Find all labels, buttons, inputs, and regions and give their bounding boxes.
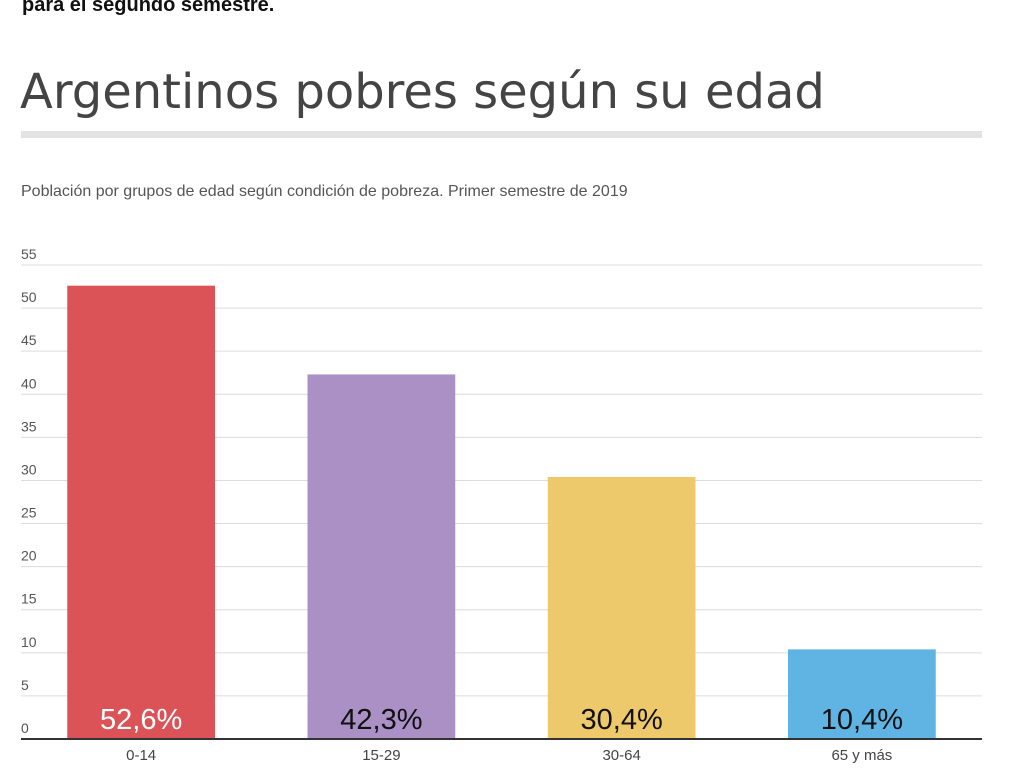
y-tick-label: 40 [21, 375, 37, 391]
data-label: 30,4% [581, 704, 663, 736]
chart-subtitle: Población por grupos de edad según condi… [21, 183, 628, 200]
y-tick-label: 5 [21, 677, 29, 693]
data-label: 52,6% [100, 704, 182, 736]
y-tick-label: 30 [21, 461, 37, 477]
bar-65 y más [787, 649, 936, 739]
data-label: 10,4% [821, 704, 903, 736]
y-tick-label: 0 [21, 720, 29, 736]
x-tick-label: 30-64 [602, 747, 640, 764]
bar-0-14 [67, 285, 216, 739]
title-divider [21, 131, 982, 138]
y-tick-label: 45 [21, 332, 37, 348]
chart-title: Argentinos pobres según su edad [20, 64, 825, 120]
bar-15-29 [307, 374, 456, 739]
data-label: 42,3% [340, 704, 422, 736]
top-caption: para el segundo semestre. [22, 0, 275, 16]
y-tick-label: 35 [21, 418, 37, 434]
bar-30-64 [547, 477, 696, 739]
y-tick-label: 25 [21, 505, 37, 521]
y-tick-label: 50 [21, 289, 37, 305]
x-tick-label: 65 y más [831, 747, 892, 764]
x-tick-label: 15-29 [362, 747, 400, 764]
y-tick-label: 10 [21, 634, 37, 650]
x-tick-label: 0-14 [126, 747, 156, 764]
y-tick-label: 55 [21, 246, 37, 262]
y-tick-label: 20 [21, 548, 37, 564]
y-tick-label: 15 [21, 591, 37, 607]
